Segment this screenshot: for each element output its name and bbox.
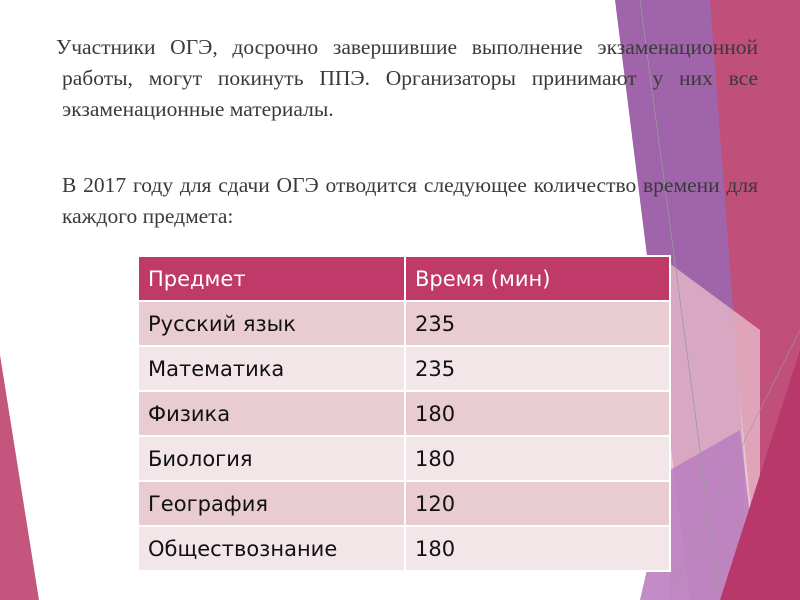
cell-time: 180 [404,390,671,437]
paragraph-early-finish: Участники ОГЭ, досрочно завершившие выпо… [56,35,758,121]
thin-line [669,329,800,591]
cell-subject: Физика [137,390,406,437]
thin-line [639,0,721,600]
table-row: Математика 235 [137,345,671,392]
exam-time-table: Предмет Время (мин) Русский язык 235 Мат… [137,255,671,572]
left-pink-triangle [0,355,39,600]
cell-time: 235 [404,300,671,347]
paragraph-time-allocation: В 2017 году для сдачи ОГЭ отводится след… [62,173,758,228]
table-row: География 120 [137,480,671,527]
cell-time: 235 [404,345,671,392]
lilac-shard [640,430,760,600]
cell-subject: География [137,480,406,527]
cell-subject: Обществознание [137,525,406,572]
cell-time: 180 [404,525,671,572]
cell-time: 180 [404,435,671,482]
cell-subject: Математика [137,345,406,392]
magenta-corner [720,350,800,600]
header-time: Время (мин) [404,255,671,302]
header-subject: Предмет [137,255,406,302]
table-header-row: Предмет Время (мин) [137,255,671,302]
table-row: Биология 180 [137,435,671,482]
cell-time: 120 [404,480,671,527]
cell-subject: Биология [137,435,406,482]
cell-subject: Русский язык [137,300,406,347]
table-row: Обществознание 180 [137,525,671,572]
table-row: Физика 180 [137,390,671,437]
table-row: Русский язык 235 [137,300,671,347]
